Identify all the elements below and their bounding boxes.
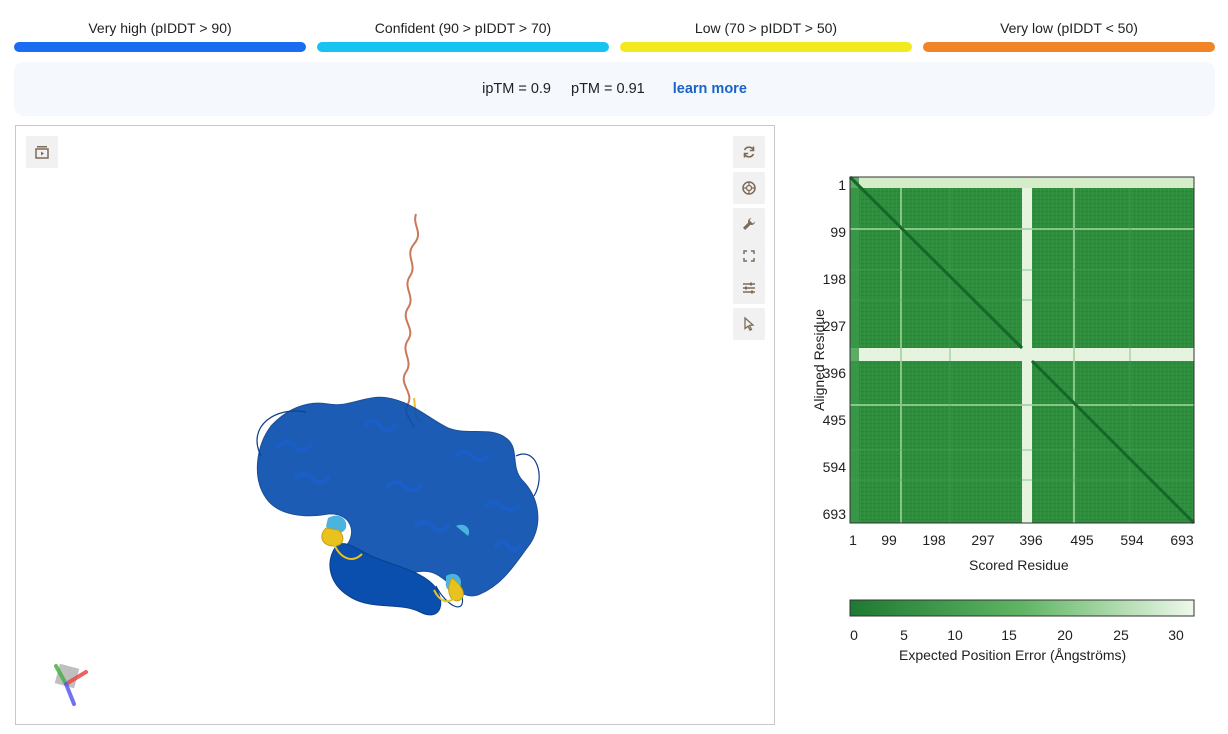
legend-label: Very high (pIDDT > 90) xyxy=(88,20,232,36)
y-tick: 396 xyxy=(822,365,846,381)
y-tick: 297 xyxy=(822,318,846,334)
x-tick: 1 xyxy=(849,532,857,548)
x-axis-title: Scored Residue xyxy=(969,557,1069,573)
x-tick: 198 xyxy=(922,532,946,548)
colorbar-tick: 15 xyxy=(1001,627,1017,643)
wrench-icon xyxy=(743,218,755,230)
x-tick: 594 xyxy=(1120,532,1144,548)
x-tick: 396 xyxy=(1019,532,1043,548)
controls-sliders-button[interactable] xyxy=(733,272,765,304)
y-tick: 495 xyxy=(822,412,846,428)
legend-confident: Confident (90 > pIDDT > 70) xyxy=(317,18,609,52)
selection-mode-button[interactable] xyxy=(733,308,765,340)
x-tick: 495 xyxy=(1070,532,1094,548)
colorbar-label: Expected Position Error (Ångströms) xyxy=(899,647,1127,663)
structure-viewer[interactable] xyxy=(15,125,775,725)
orientation-axes xyxy=(54,663,88,706)
colorbar-tick: 10 xyxy=(947,627,963,643)
pae-band-horizontal xyxy=(850,348,1194,361)
legend-bar xyxy=(14,42,306,52)
x-tick: 99 xyxy=(881,532,897,548)
protein-structure-render[interactable] xyxy=(16,126,774,724)
legend-label: Low (70 > pIDDT > 50) xyxy=(694,20,838,36)
camera-button[interactable] xyxy=(733,172,765,204)
settings-wrench-button[interactable] xyxy=(733,208,765,240)
colorbar-tick: 25 xyxy=(1113,627,1129,643)
pae-band-top xyxy=(850,177,1194,188)
sequence-toggle-button[interactable] xyxy=(26,136,58,168)
fullscreen-button[interactable] xyxy=(733,240,765,272)
cursor-icon xyxy=(744,316,755,332)
pae-heatmap-svg xyxy=(848,175,1196,617)
colorbar-tick: 20 xyxy=(1057,627,1073,643)
x-tick: 297 xyxy=(971,532,995,548)
legend-bar xyxy=(923,42,1215,52)
iptm-score: ipTM = 0.9 xyxy=(482,81,551,97)
x-tick: 693 xyxy=(1170,532,1194,548)
camera-icon xyxy=(742,181,756,195)
y-axis-title: Aligned Residue xyxy=(811,309,827,411)
sliders-icon xyxy=(743,282,755,294)
pae-colorbar xyxy=(849,599,1195,617)
legend-bar xyxy=(620,42,912,52)
y-tick: 594 xyxy=(822,459,846,475)
colorbar-tick: 0 xyxy=(850,627,858,643)
legend-bar xyxy=(317,42,609,52)
y-tick: 693 xyxy=(822,506,846,522)
learn-more-link[interactable]: learn more xyxy=(672,81,747,97)
legend-very-low: Very low (pIDDT < 50) xyxy=(923,18,1215,52)
legend-label: Confident (90 > pIDDT > 70) xyxy=(374,20,552,36)
confidence-scores: ipTM = 0.9 pTM = 0.91 learn more xyxy=(14,62,1215,116)
colorbar-tick: 5 xyxy=(900,627,908,643)
sequence-toggle-icon xyxy=(35,146,49,159)
reset-rotation-button[interactable] xyxy=(733,136,765,168)
y-tick: 1 xyxy=(838,177,846,193)
fullscreen-icon xyxy=(743,250,755,262)
y-tick: 99 xyxy=(830,224,846,240)
y-tick: 198 xyxy=(822,271,846,287)
plddt-legend: Very high (pIDDT > 90) Confident (90 > p… xyxy=(14,18,1215,58)
pae-plot: 1 99 198 297 396 495 594 693 1 99 198 29… xyxy=(790,130,1210,670)
folded-domain xyxy=(256,396,539,616)
legend-label: Very low (pIDDT < 50) xyxy=(1000,20,1138,36)
colorbar-tick: 30 xyxy=(1168,627,1184,643)
legend-low: Low (70 > pIDDT > 50) xyxy=(620,18,912,52)
ptm-score: pTM = 0.91 xyxy=(571,81,645,97)
reset-rotation-icon xyxy=(743,146,755,158)
disordered-tail xyxy=(402,213,419,429)
legend-very-high: Very high (pIDDT > 90) xyxy=(14,18,306,52)
